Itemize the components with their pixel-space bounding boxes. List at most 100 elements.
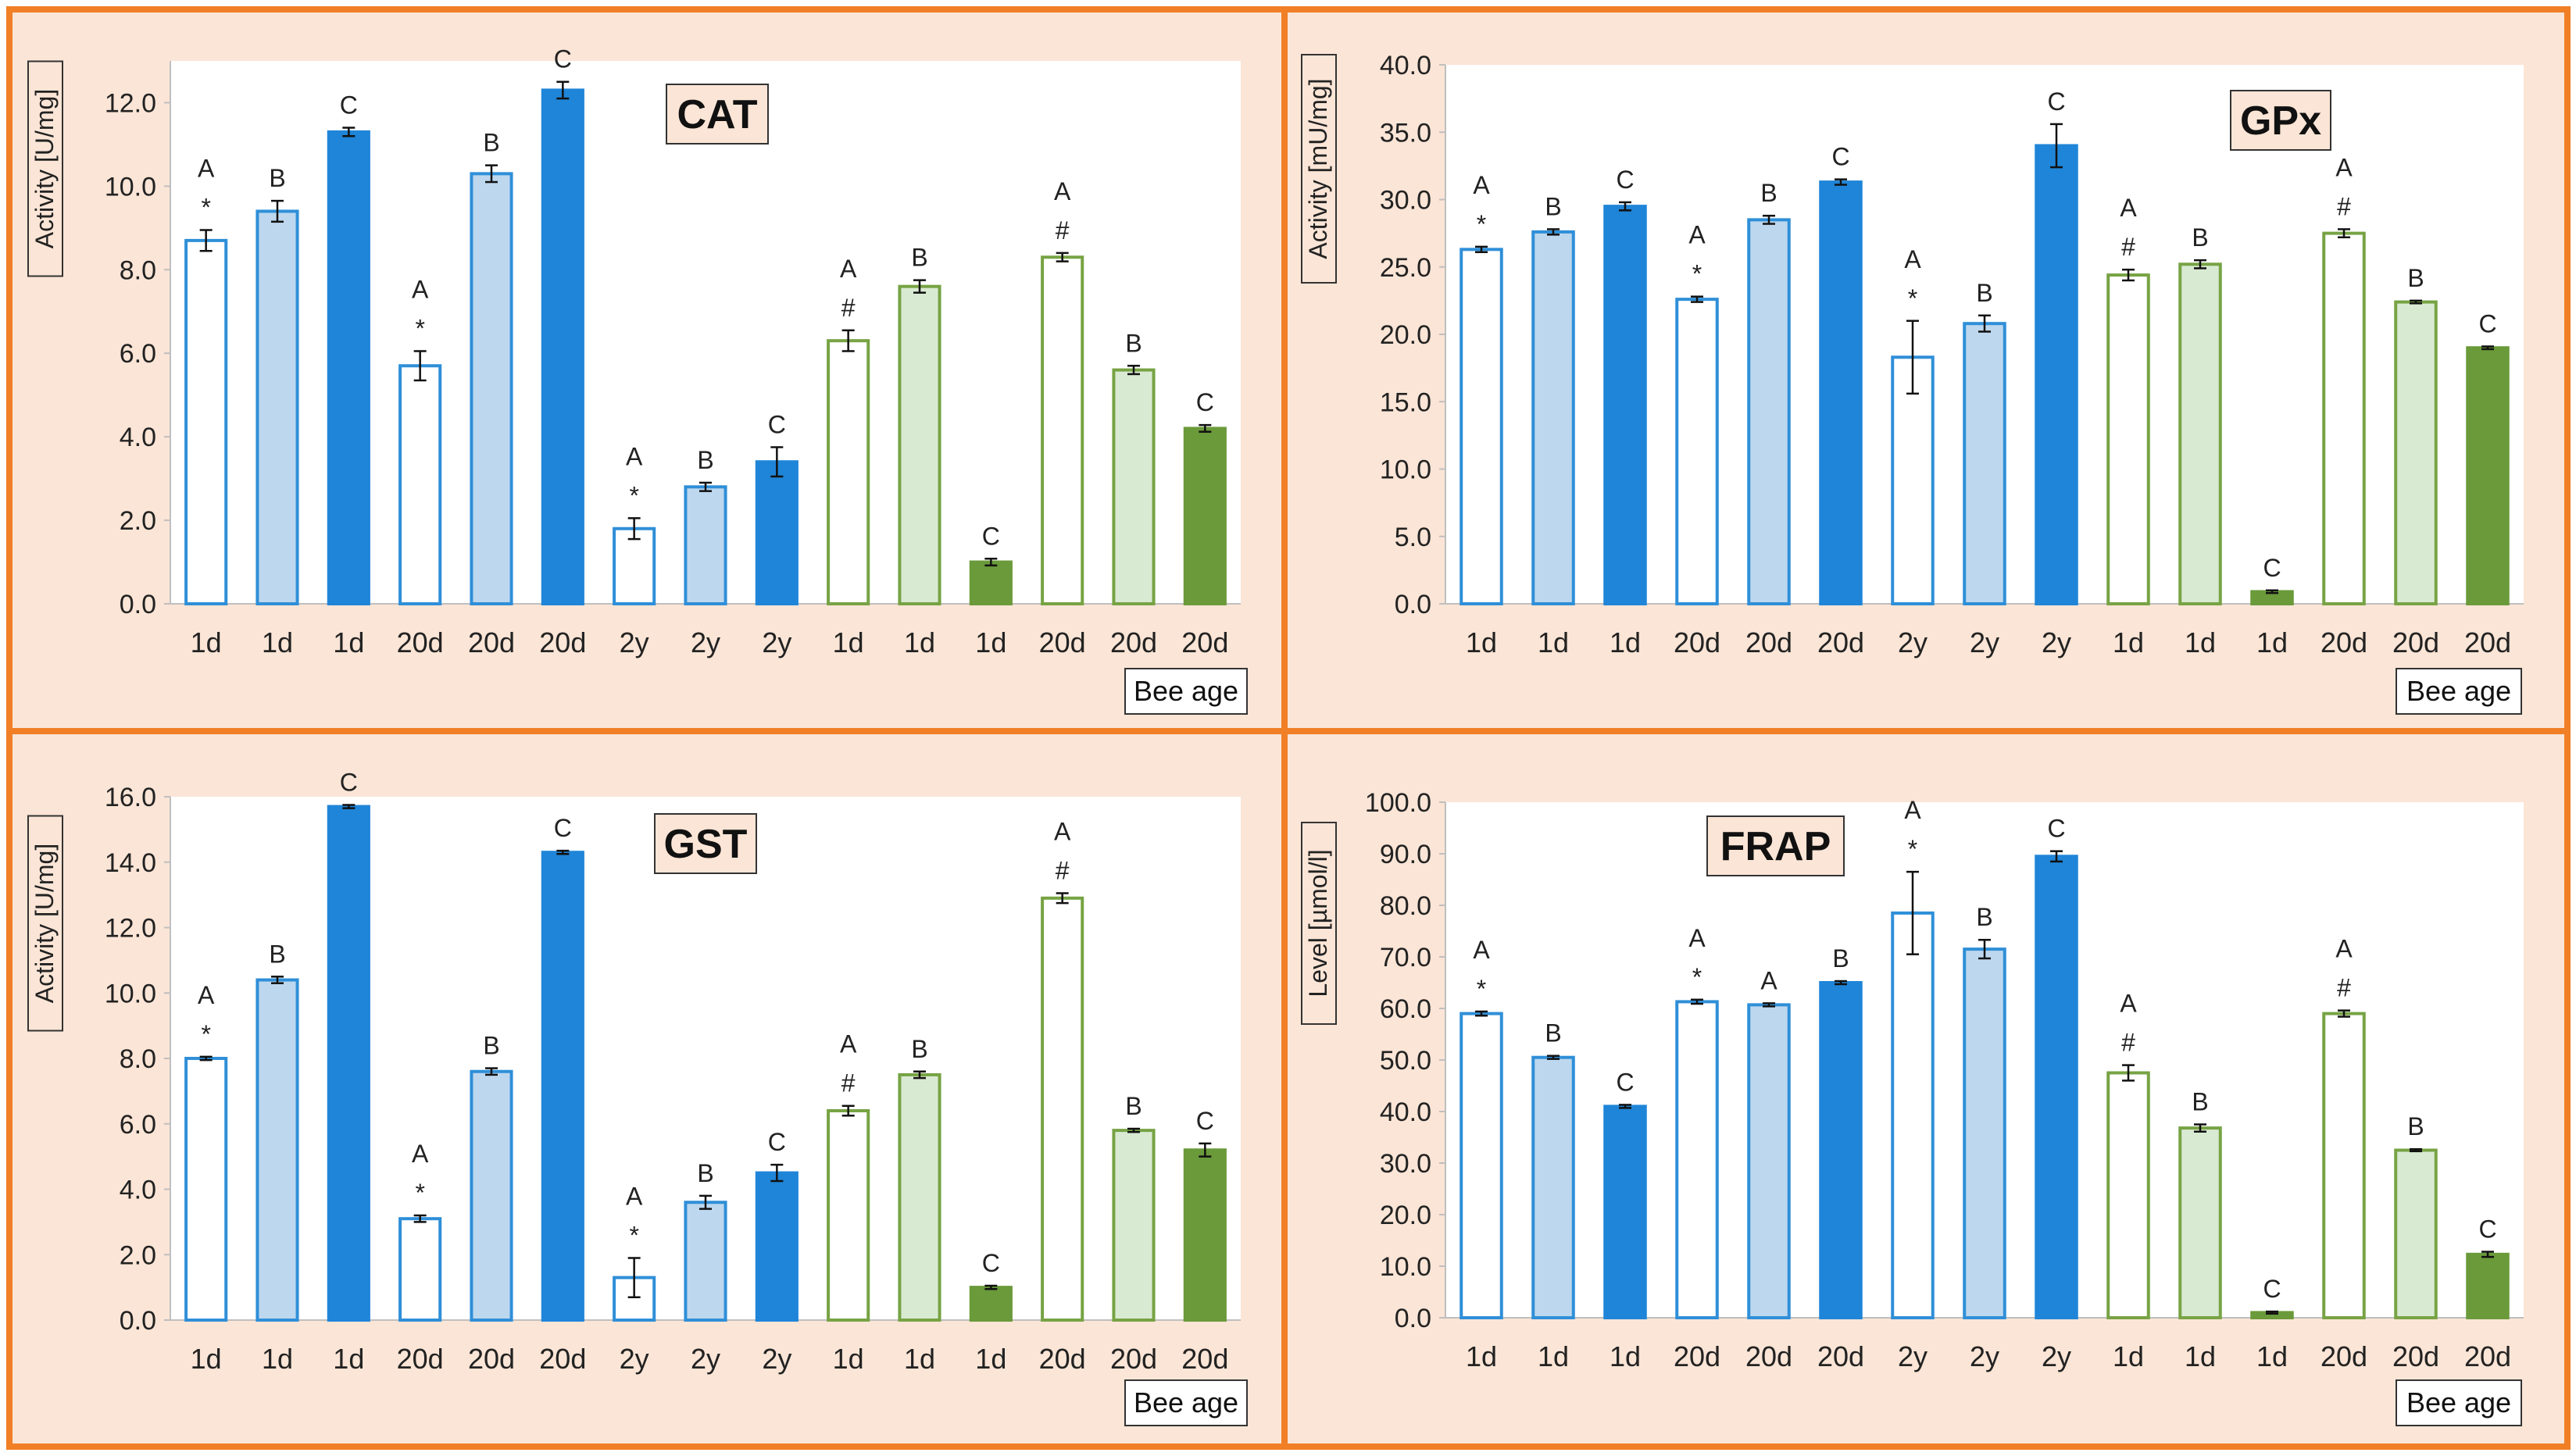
y-tick-label: 10.0 <box>1380 1252 1431 1282</box>
x-tick-label: 1d <box>1538 626 1569 658</box>
y-tick-label: 25.0 <box>1380 253 1431 283</box>
chart-title-gpx: GPx <box>2240 98 2321 144</box>
y-tick-label: 30.0 <box>1380 186 1431 216</box>
y-tick-label: 10.0 <box>1380 455 1431 485</box>
x-tick-label: 2y <box>1970 1340 1999 1372</box>
data-label: B <box>483 1032 499 1060</box>
x-tick-label: 1d <box>2113 626 2144 658</box>
y-tick-label: 20.0 <box>1380 320 1431 350</box>
x-tick-label: 1d <box>975 626 1006 658</box>
data-label: C <box>2047 87 2065 116</box>
data-label: B <box>1976 903 1992 931</box>
y-tick-label: 10.0 <box>105 172 156 202</box>
data-label: * <box>1908 284 1917 312</box>
chart-gst: 0.0 2.0 4.0 6.0 8.0 10.0 12.0 14.0 16.0 Activity … <box>27 768 1248 1426</box>
y-tick-label: 35.0 <box>1380 118 1431 148</box>
y-tick-label: 8.0 <box>120 1044 156 1074</box>
x-tick-label: 20d <box>1817 1340 1864 1372</box>
data-label: C <box>554 814 572 842</box>
data-label: B <box>2192 223 2208 252</box>
data-label: A <box>412 1140 429 1168</box>
bar <box>1041 255 1084 605</box>
data-label: C <box>1616 166 1634 194</box>
x-tick-label: 1d <box>833 626 864 658</box>
x-tick-label: 2y <box>1970 626 1999 658</box>
y-tick-label: 15.0 <box>1380 387 1431 417</box>
x-tick-label: 1d <box>191 1343 222 1375</box>
data-label: * <box>629 1221 638 1249</box>
bar <box>2466 346 2510 605</box>
x-tick-label: 1d <box>2256 1340 2288 1372</box>
x-tick-label: 2y <box>762 626 791 658</box>
y-axis-title-text: Level [µmol/l] <box>1304 849 1332 997</box>
bar <box>327 130 370 605</box>
y-tick-label: 40.0 <box>1380 1097 1431 1127</box>
x-axis-title-gpx: Bee age <box>2406 675 2511 707</box>
y-axis-title-box <box>1301 822 1337 1025</box>
chart-title-box-frap <box>1706 815 1845 876</box>
bar <box>1891 911 1935 1319</box>
bar <box>1675 298 1719 605</box>
x-tick-label: 20d <box>539 1343 586 1375</box>
bar <box>2394 300 2438 605</box>
x-tick-label: 20d <box>1674 1340 1720 1372</box>
data-label: C <box>2263 554 2281 582</box>
x-tick-label: 20d <box>539 626 586 658</box>
data-label: B <box>1545 1019 1561 1047</box>
bar <box>898 1072 941 1322</box>
data-label: * <box>415 315 424 343</box>
data-label: * <box>201 194 210 222</box>
data-label: A <box>626 442 643 470</box>
chart-title-gst: GST <box>664 822 748 867</box>
y-tick-label: 12.0 <box>105 914 156 944</box>
x-tick-label: 1d <box>1538 1340 1569 1372</box>
data-label: B <box>911 244 927 272</box>
data-label: B <box>1125 329 1142 357</box>
bar <box>827 339 870 605</box>
data-label: A <box>1054 818 1071 846</box>
data-label: # <box>2337 974 2351 1002</box>
x-tick-label: 20d <box>1745 626 1792 658</box>
data-label: A <box>198 981 215 1009</box>
bar <box>2106 1071 2150 1319</box>
bar <box>1819 981 1863 1319</box>
y-tick-label: 30.0 <box>1380 1149 1431 1179</box>
data-label: A <box>626 1182 643 1210</box>
x-axis-title-box-cat <box>1124 668 1248 715</box>
x-tick-label: 20d <box>397 1343 444 1375</box>
chart-title-box-gpx <box>2230 90 2331 151</box>
bar <box>1603 205 1647 605</box>
chart-frap: 0.0 10.0 20.0 30.0 40.0 50.0 60.0 70.0 80.0 90.0 1… <box>1301 788 2524 1426</box>
x-tick-label: 1d <box>904 626 935 658</box>
data-label: C <box>1196 1107 1214 1135</box>
x-axis-title-gst: Bee age <box>1134 1386 1238 1419</box>
x-tick-label: 1d <box>333 1343 364 1375</box>
bar <box>2394 1148 2438 1319</box>
data-label: A <box>1904 796 1921 824</box>
x-tick-label: 2y <box>691 626 720 658</box>
x-tick-label: 20d <box>1039 1343 1086 1375</box>
y-tick-label: 60.0 <box>1380 994 1431 1024</box>
data-label: * <box>629 481 638 509</box>
bar <box>969 560 1013 605</box>
data-label: A <box>2120 194 2137 222</box>
x-tick-label: 1d <box>2256 626 2288 658</box>
data-label: B <box>483 129 499 157</box>
y-axis-title-text: Activity [mU/mg] <box>1304 78 1332 259</box>
data-label: # <box>841 294 856 322</box>
data-label: # <box>2121 233 2135 261</box>
x-tick-label: 1d <box>191 626 222 658</box>
bar <box>1531 230 1575 605</box>
bar <box>1183 1148 1227 1322</box>
bar <box>1819 180 1863 605</box>
x-tick-label: 20d <box>1674 626 1720 658</box>
data-label: A <box>1760 966 1777 994</box>
data-label: A <box>840 255 857 283</box>
bar <box>1459 1012 1503 1319</box>
data-label: * <box>201 1020 210 1048</box>
data-label: C <box>340 768 358 796</box>
y-tick-label: 6.0 <box>120 339 156 369</box>
x-tick-label: 20d <box>2464 1340 2511 1372</box>
x-tick-label: 1d <box>975 1343 1006 1375</box>
bar <box>1747 1003 1791 1319</box>
